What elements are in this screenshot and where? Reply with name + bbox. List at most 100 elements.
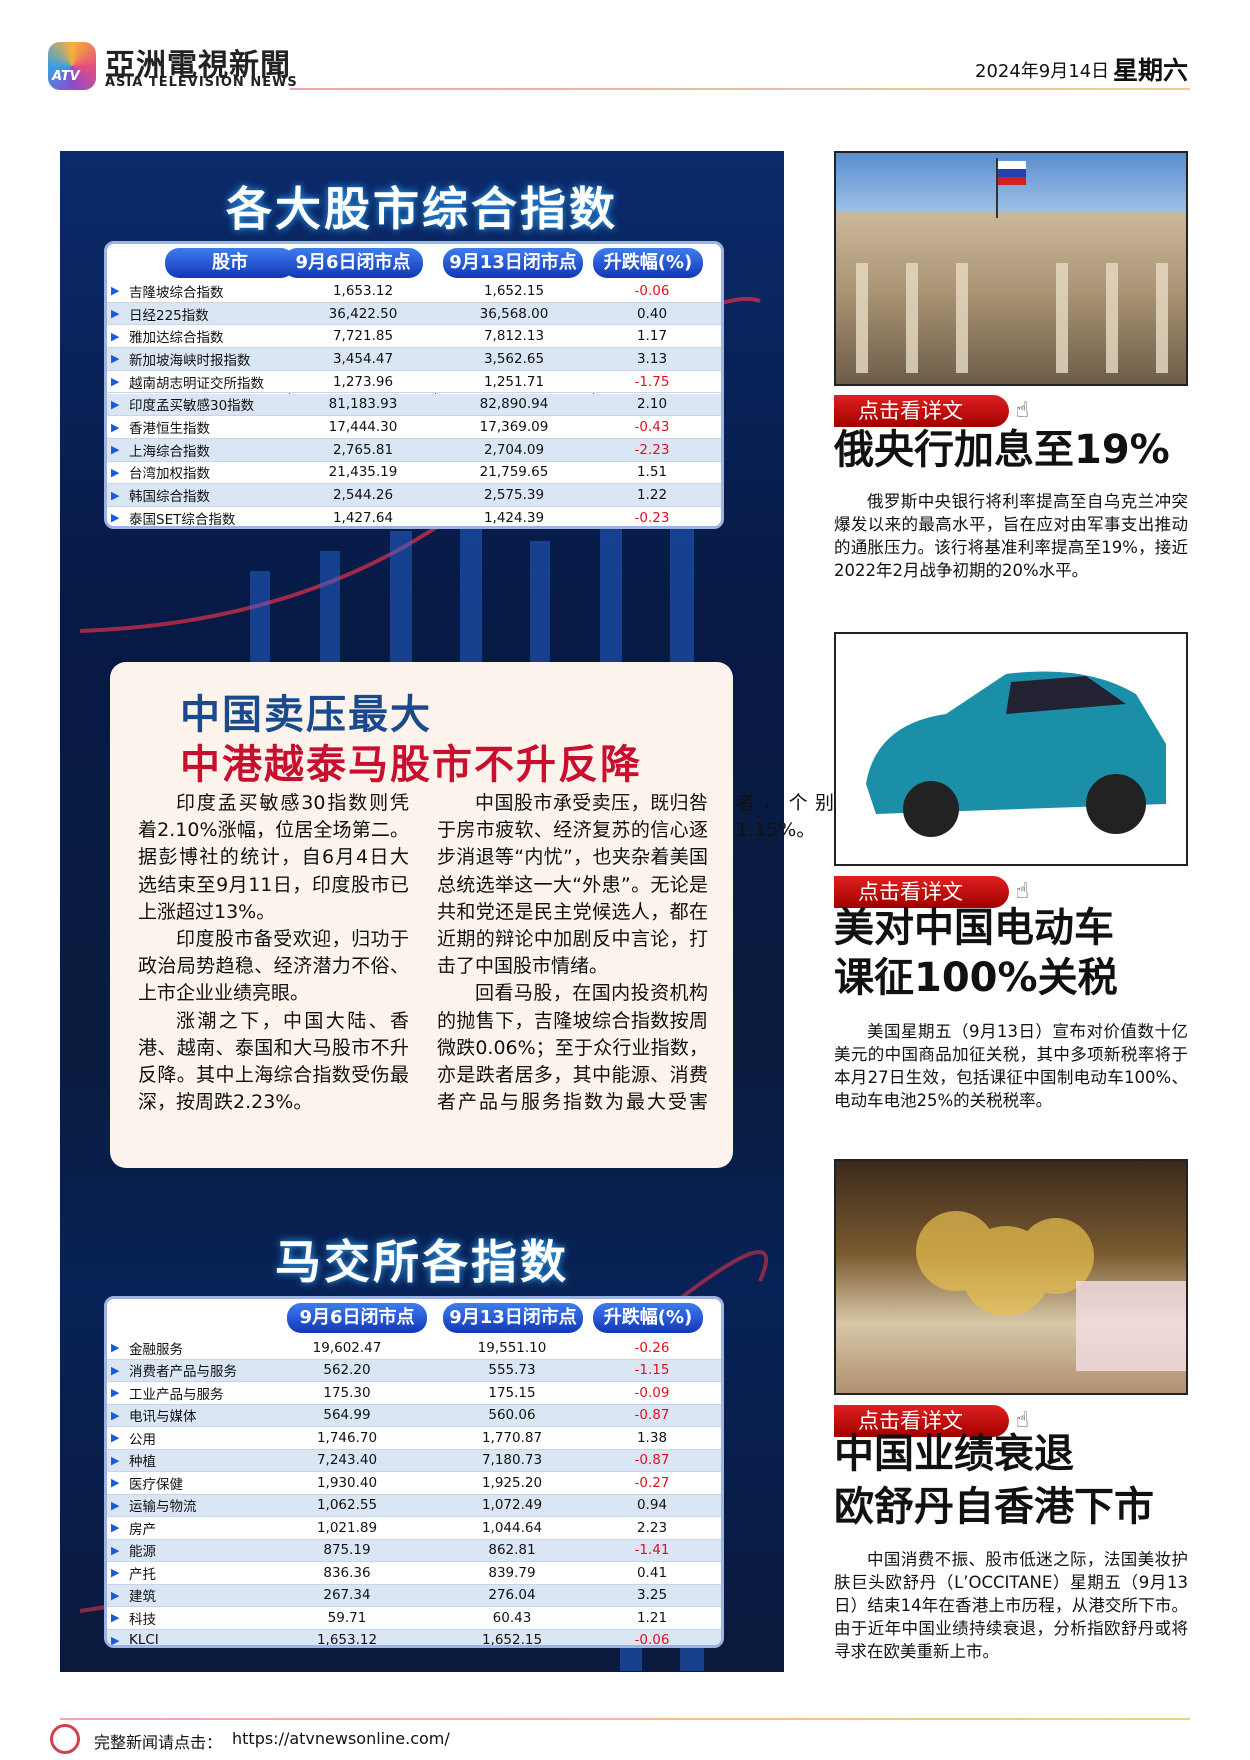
cell-value: 3.13: [636, 350, 668, 367]
cell-name: 吉隆坡综合指数: [129, 284, 224, 301]
cell-value: 19,602.47: [312, 1339, 382, 1356]
cell-value: 1,427.64: [332, 509, 394, 526]
cell-value: 1,072.49: [481, 1497, 543, 1514]
row-arrow: ▶: [111, 1498, 120, 1512]
table-row: ▶ 种植 7,243.40 7,180.73 -0.87: [107, 1449, 721, 1472]
cell-name: 医疗保健: [129, 1476, 183, 1493]
column-header: 9月13日闭市点: [443, 248, 583, 278]
table-title: 马交所各指数: [275, 1235, 569, 1289]
news-image: [834, 632, 1188, 866]
news-body: 俄罗斯中央银行将利率提高至自乌克兰冲突爆发以来的最高水平，旨在应对由军事支出推动…: [834, 492, 1188, 580]
row-arrow: ▶: [111, 511, 120, 525]
detail-button[interactable]: 点击看详文 ☝: [834, 1405, 1029, 1437]
table-row: ▶ 建筑 267.34 276.04 3.25: [107, 1584, 721, 1607]
row-arrow: ▶: [111, 1543, 120, 1557]
row-arrow: ▶: [111, 1453, 120, 1467]
pointer-icon: ☝: [1015, 879, 1029, 904]
cell-value: 2,544.26: [332, 487, 394, 504]
cell-value: -2.23: [634, 441, 670, 458]
table-row: ▶ 电讯与媒体 564.99 560.06 -0.87: [107, 1404, 721, 1427]
cell-value: 36,568.00: [479, 305, 549, 322]
table-row: ▶ 台湾加权指数 21,435.19 21,759.65 1.51: [107, 461, 721, 485]
date: 2024年9月14日: [975, 61, 1110, 82]
cell-value: 1,652.15: [483, 282, 545, 299]
paragraph: 中国股市承受卖压，既归咎于房市疲软、经济复苏的信心逐步消退等“内忧”，也夹杂着美…: [437, 792, 708, 978]
cell-value: 1.17: [636, 328, 668, 345]
cell-value: 175.30: [323, 1384, 371, 1401]
cell-value: 1,062.55: [316, 1497, 378, 1514]
detail-button[interactable]: 点击看详文 ☝: [834, 876, 1029, 908]
cell-name: 种植: [129, 1454, 156, 1471]
klse-table: 9月6日闭市点 9月13日闭市点 升跌幅(%) ▶ 金融服务 19,602.47 19,55…: [104, 1296, 724, 1648]
cell-value: 1,044.64: [481, 1519, 543, 1536]
cell-value: 0.41: [636, 1564, 668, 1581]
cell-value: -0.06: [634, 1632, 670, 1648]
table-row: ▶ 吉隆坡综合指数 1,653.12 1,652.15 -0.06: [107, 280, 721, 303]
paragraph: 印度孟买敏感30指数则凭着2.10%涨幅，位居全场第二。据彭博社的统计，自6月4…: [138, 792, 409, 923]
cell-name: 科技: [129, 1611, 156, 1628]
row-arrow: ▶: [111, 1633, 120, 1647]
cell-name: 产托: [129, 1566, 156, 1583]
detail-button[interactable]: 点击看详文 ☝: [834, 395, 1029, 427]
cell-value: -1.41: [634, 1542, 670, 1559]
cell-value: 36,422.50: [328, 305, 398, 322]
table-row: ▶ 越南胡志明证交所指数 1,273.96 1,251.71 -1.75: [107, 370, 721, 394]
column-header: 9月13日闭市点: [443, 1303, 583, 1333]
footer-link[interactable]: https://atvnewsonline.com/: [232, 1729, 450, 1748]
cell-value: 0.40: [636, 305, 668, 322]
news-body: 美国星期五（9月13日）宣布对价值数十亿美元的中国商品加征关税，其中多项新税率将…: [834, 1022, 1188, 1110]
news-headline: 欧舒丹自香港下市: [834, 1484, 1154, 1530]
table-row: ▶ KLCI 1,653.12 1,652.15 -0.06: [107, 1629, 721, 1648]
row-arrow: ▶: [111, 1566, 120, 1580]
cell-value: 1.21: [636, 1609, 668, 1626]
cell-value: -0.87: [634, 1407, 670, 1424]
news-headline: 美对中国电动车: [834, 905, 1114, 951]
paragraph: 印度股市备受欢迎，归功于政治局势趋稳、经济潜力不俗、上市企业业绩亮眼。: [138, 928, 409, 1005]
pointer-icon: ☝: [1015, 1408, 1029, 1433]
row-arrow: ▶: [111, 1363, 120, 1377]
cell-value: 3.25: [636, 1587, 668, 1604]
cell-value: 1,273.96: [332, 373, 394, 390]
cell-name: 香港恒生指数: [129, 421, 210, 438]
table-row: ▶ 雅加达综合指数 7,721.85 7,812.13 1.17: [107, 325, 721, 349]
article-body: 印度孟买敏感30指数则凭着2.10%涨幅，位居全场第二。据彭博社的统计，自6月4…: [138, 790, 1007, 1160]
bank-illustration: [856, 158, 1168, 373]
row-arrow: ▶: [111, 1386, 120, 1400]
cell-value: 59.71: [327, 1609, 367, 1626]
cell-value: 839.79: [488, 1564, 536, 1581]
table-row: ▶ 金融服务 19,602.47 19,551.10 -0.26: [107, 1337, 721, 1360]
row-arrow: ▶: [111, 488, 120, 502]
row-arrow: ▶: [111, 1521, 120, 1535]
footer-label: 完整新闻请点击：: [94, 1733, 223, 1752]
cell-value: -0.06: [634, 282, 670, 299]
table-row: ▶ 泰国SET综合指数 1,427.64 1,424.39 -0.23: [107, 507, 721, 526]
row-arrow: ▶: [111, 1408, 120, 1422]
cell-name: 房产: [129, 1521, 156, 1538]
cell-value: 1,925.20: [481, 1474, 543, 1491]
row-arrow: ▶: [111, 397, 120, 411]
cell-value: 555.73: [488, 1362, 536, 1379]
cell-value: 21,759.65: [479, 464, 549, 481]
cell-value: 2.23: [636, 1519, 668, 1536]
cell-value: 560.06: [488, 1407, 536, 1424]
cell-name: KLCI: [129, 1632, 159, 1648]
cell-value: 1.38: [636, 1429, 668, 1446]
table-row: ▶ 消费者产品与服务 562.20 555.73 -1.15: [107, 1359, 721, 1382]
cell-value: 3,454.47: [332, 350, 394, 367]
cell-value: 1,251.71: [483, 373, 545, 390]
cell-value: 1,770.87: [481, 1429, 543, 1446]
cell-value: 1.51: [636, 464, 668, 481]
column-header: 升跌幅(%): [593, 1303, 703, 1333]
cell-value: 267.34: [323, 1587, 371, 1604]
paragraph: 涨潮之下，中国大陆、香港、越南、泰国和大马股市不升反降。其中上海综合指数受伤最深…: [138, 1009, 409, 1114]
cell-value: 1,653.12: [332, 282, 394, 299]
cell-value: 1,424.39: [483, 509, 545, 526]
cell-value: -0.27: [634, 1474, 670, 1491]
headline: 中港越泰马股市不升反降: [180, 742, 642, 788]
cell-value: 82,890.94: [479, 396, 549, 413]
table-row: ▶ 能源 875.19 862.81 -1.41: [107, 1539, 721, 1562]
cell-value: 862.81: [488, 1542, 536, 1559]
cell-value: 17,369.09: [479, 419, 549, 436]
column-header: 股市: [165, 248, 295, 278]
